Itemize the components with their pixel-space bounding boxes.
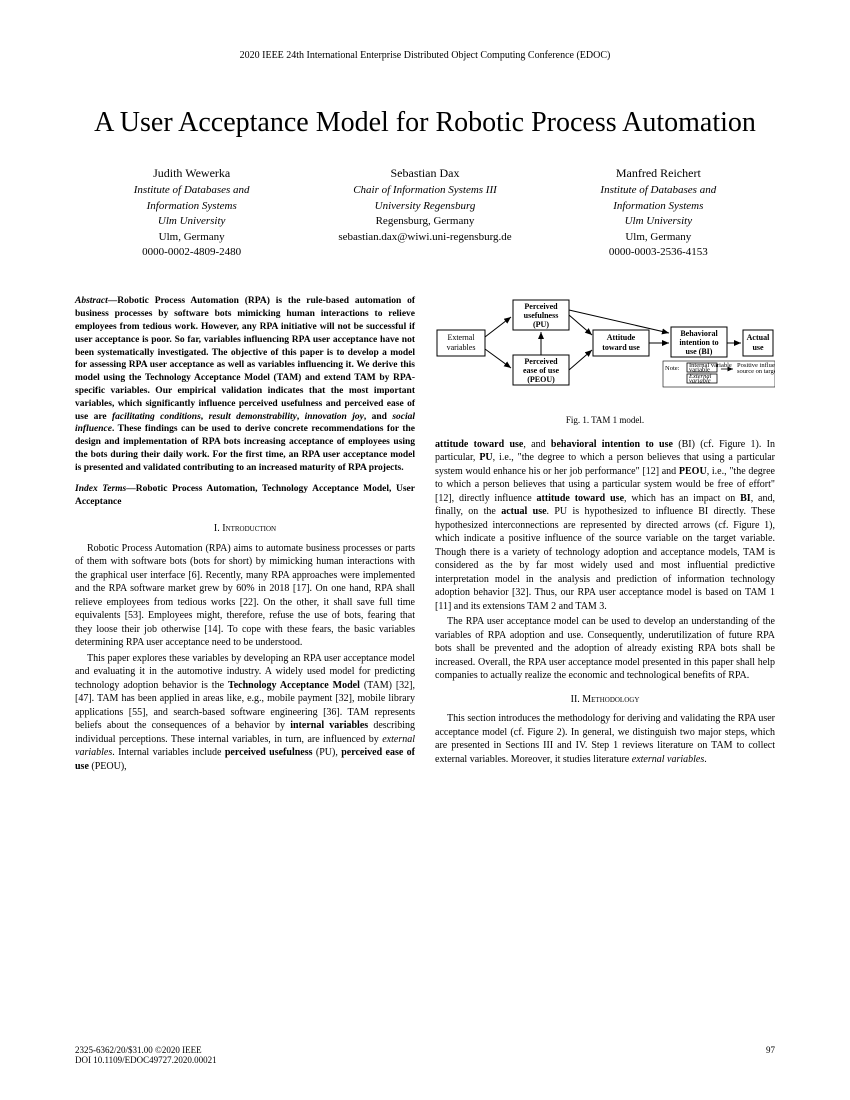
abstract-text: . These findings can be used to derive c… <box>75 424 415 472</box>
svg-text:usefulness: usefulness <box>524 311 559 320</box>
section-heading-methodology: II. Methodology <box>435 693 775 707</box>
svg-text:toward use: toward use <box>602 343 640 352</box>
bold-term: actual use <box>501 506 546 517</box>
paragraph: Robotic Process Automation (RPA) aims to… <box>75 542 415 650</box>
author-affiliation: University Regensburg <box>308 199 541 214</box>
bold-term: internal variables <box>290 720 368 731</box>
author-affiliation: Institute of Databases and <box>75 183 308 198</box>
svg-text:ease of use: ease of use <box>523 366 559 375</box>
text: This section introduces the methodology … <box>435 713 775 765</box>
author-location: Ulm, Germany <box>542 230 775 245</box>
author-affiliation: Institute of Databases and <box>542 183 775 198</box>
author-affiliation: Ulm University <box>75 214 308 229</box>
page-number: 97 <box>766 1045 775 1065</box>
author-affiliation: Chair of Information Systems III <box>308 183 541 198</box>
authors-block: Judith Wewerka Institute of Databases an… <box>75 165 775 261</box>
svg-text:source on target: source on target <box>737 368 775 375</box>
bold-term: attitude toward use <box>435 439 523 450</box>
author-affiliation: Information Systems <box>75 199 308 214</box>
svg-text:variables: variables <box>447 343 476 352</box>
author-name: Sebastian Dax <box>308 165 541 182</box>
paragraph: This section introduces the methodology … <box>435 712 775 766</box>
text: . Internal variables include <box>112 747 225 758</box>
svg-text:variable: variable <box>689 378 711 385</box>
svg-text:use (BI): use (BI) <box>686 347 713 356</box>
author-1: Judith Wewerka Institute of Databases an… <box>75 165 308 261</box>
author-name: Judith Wewerka <box>75 165 308 182</box>
bold-term: perceived usefulness <box>225 747 313 758</box>
svg-text:(PU): (PU) <box>533 320 549 329</box>
page-footer: 2325-6362/20/$31.00 ©2020 IEEE DOI 10.11… <box>75 1045 775 1065</box>
svg-text:Attitude: Attitude <box>607 333 636 342</box>
abstract: Abstract—Robotic Process Automation (RPA… <box>75 295 415 474</box>
author-3: Manfred Reichert Institute of Databases … <box>542 165 775 261</box>
svg-text:use: use <box>752 343 764 352</box>
abstract-var: innovation joy <box>305 412 364 422</box>
author-location: Ulm, Germany <box>75 230 308 245</box>
conference-header: 2020 IEEE 24th International Enterprise … <box>75 50 775 61</box>
tam-diagram: External variables Perceived usefulness … <box>435 295 775 405</box>
paragraph: attitude toward use, and behavioral inte… <box>435 438 775 614</box>
svg-text:Actual: Actual <box>747 333 770 342</box>
author-name: Manfred Reichert <box>542 165 775 182</box>
index-terms: Index Terms—Robotic Process Automation, … <box>75 483 415 509</box>
text: . PU is hypothesized to influence BI dir… <box>435 506 775 612</box>
body-columns: Abstract—Robotic Process Automation (RPA… <box>75 295 775 775</box>
svg-text:External: External <box>447 333 475 342</box>
bold-term: Technology Acceptance Model <box>228 680 360 691</box>
author-affiliation: Information Systems <box>542 199 775 214</box>
text: (PEOU), <box>89 761 127 772</box>
svg-text:(PEOU): (PEOU) <box>527 375 555 384</box>
left-column: Abstract—Robotic Process Automation (RPA… <box>75 295 415 775</box>
index-terms-label: Index Terms— <box>75 484 136 494</box>
footer-left: 2325-6362/20/$31.00 ©2020 IEEE DOI 10.11… <box>75 1045 217 1065</box>
abstract-var: result demonstrability <box>209 412 297 422</box>
bold-term: behavioral intention to use <box>551 439 673 450</box>
svg-text:Note:: Note: <box>665 365 680 372</box>
svg-text:Perceived: Perceived <box>524 357 558 366</box>
doi: DOI 10.1109/EDOC49727.2020.00021 <box>75 1055 217 1065</box>
paragraph: The RPA user acceptance model can be use… <box>435 615 775 683</box>
svg-text:intention to: intention to <box>679 338 718 347</box>
author-contact: 0000-0002-4809-2480 <box>75 245 308 260</box>
author-contact: sebastian.dax@wiwi.uni-regensburg.de <box>308 230 541 245</box>
paragraph: This paper explores these variables by d… <box>75 652 415 774</box>
figure-caption: Fig. 1. TAM 1 model. <box>435 414 775 426</box>
author-contact: 0000-0003-2536-4153 <box>542 245 775 260</box>
author-location: Regensburg, Germany <box>308 214 541 229</box>
right-column: External variables Perceived usefulness … <box>435 295 775 775</box>
figure-1: External variables Perceived usefulness … <box>435 295 775 426</box>
svg-text:Perceived: Perceived <box>524 302 558 311</box>
text: , which has an impact on <box>624 493 740 504</box>
author-2: Sebastian Dax Chair of Information Syste… <box>308 165 541 261</box>
svg-text:Behavioral: Behavioral <box>680 329 718 338</box>
text: (PU), <box>313 747 342 758</box>
author-affiliation: Ulm University <box>542 214 775 229</box>
bold-term: PU <box>479 452 492 463</box>
bold-term: PEOU <box>679 466 707 477</box>
paper-title: A User Acceptance Model for Robotic Proc… <box>75 106 775 140</box>
bold-term: attitude toward use <box>537 493 625 504</box>
text: , and <box>523 439 551 450</box>
abstract-var: facilitating conditions <box>112 412 201 422</box>
copyright: 2325-6362/20/$31.00 ©2020 IEEE <box>75 1045 217 1055</box>
section-heading-introduction: I. Introduction <box>75 522 415 536</box>
abstract-label: Abstract— <box>75 296 117 306</box>
bold-term: BI <box>740 493 751 504</box>
abstract-text: Robotic Process Automation (RPA) is the … <box>75 296 415 421</box>
